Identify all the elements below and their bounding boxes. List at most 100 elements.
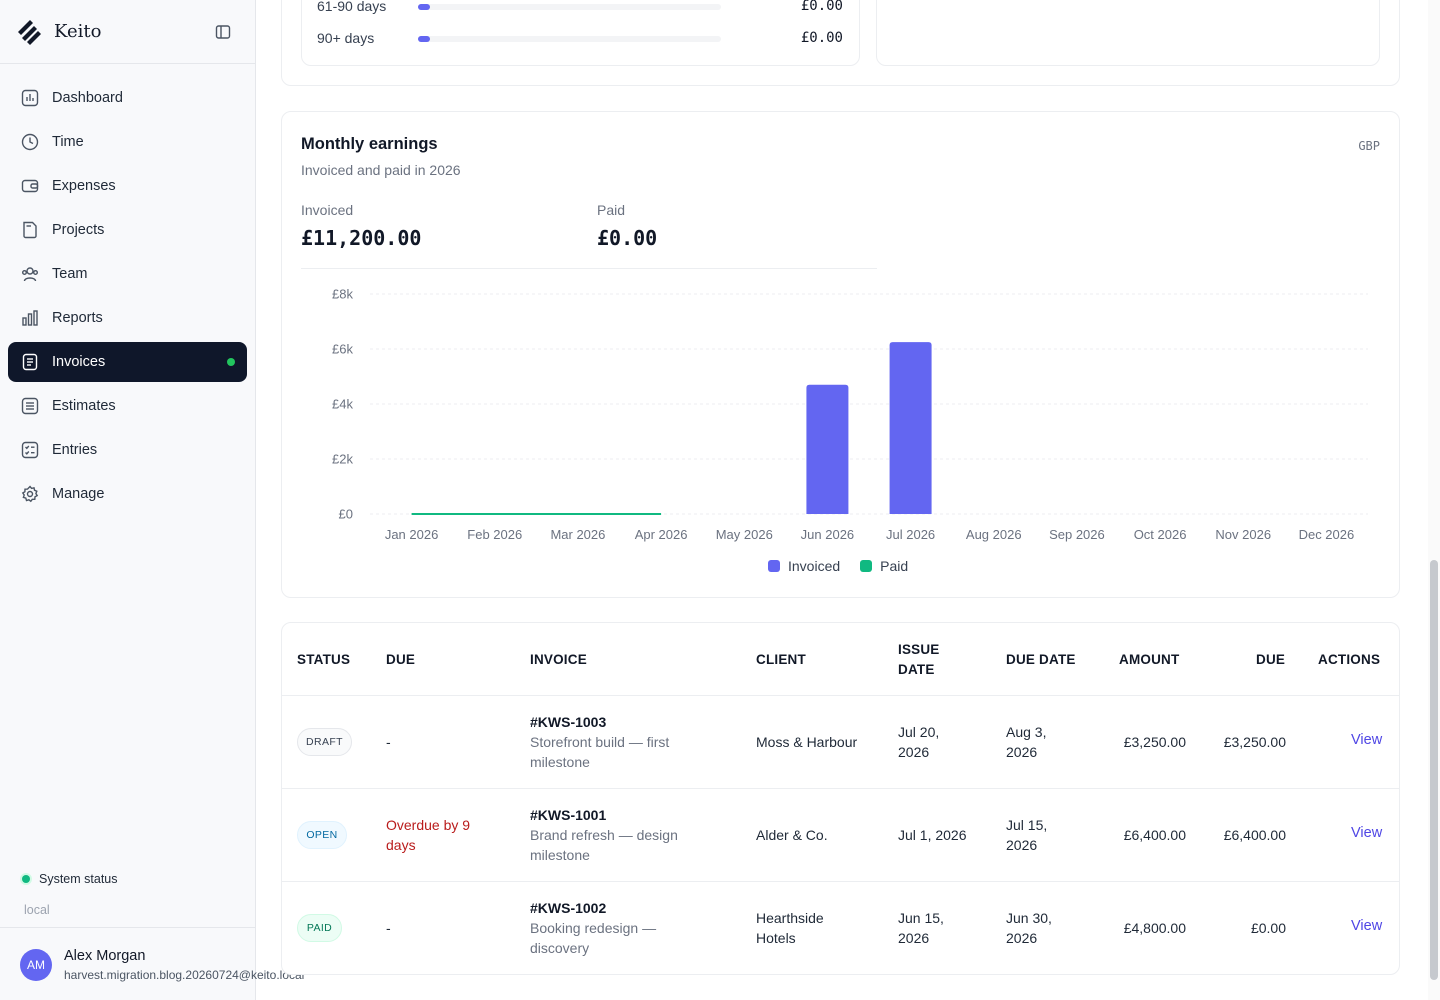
issue-date-cell: Jun 15, 2026 [898,908,944,948]
invoice-cell[interactable]: #KWS-1003 Storefront build — first miles… [530,712,669,772]
date-line: 2026 [1006,837,1038,853]
card-subtitle: Invoiced and paid in 2026 [301,162,461,178]
aging-label: 61-90 days [317,0,387,14]
currency-label: GBP [1358,139,1380,153]
invoice-cell[interactable]: #KWS-1002 Booking redesign — discovery [530,898,656,958]
sidebar-item-label: Manage [52,486,105,502]
sidebar-item-team[interactable]: Team [8,254,247,294]
issue-date-cell: Jul 20, 2026 [898,722,939,762]
avatar: AM [20,949,52,981]
sidebar-item-time[interactable]: Time [8,122,247,162]
scrollbar-thumb[interactable] [1430,560,1438,980]
y-tick-label: £8k [332,287,353,302]
amount-due-cell: £3,250.00 [1223,734,1286,750]
active-indicator-dot [227,358,235,366]
due-date-cell: Jun 30, 2026 [1006,908,1052,948]
column-header-issue-date[interactable]: ISSUE DATE [898,640,940,680]
system-status[interactable]: System status [22,872,118,886]
status-badge: PAID [297,914,342,942]
invoice-number: #KWS-1001 [530,807,607,823]
date-line: Jul 20, [898,724,940,740]
row-divider [281,881,1400,882]
column-header-due-date[interactable]: DUE DATE [1006,652,1076,667]
view-invoice-link[interactable]: View [1351,825,1383,841]
chart-grid [370,293,1368,515]
invoice-description: Booking redesign — [530,920,657,936]
invoice-cell[interactable]: #KWS-1001 Brand refresh — design milesto… [530,805,678,865]
x-axis-ticks: Jan 2026 Feb 2026 Mar 2026 Apr 2026 May 2026… [385,527,1354,542]
list-icon [20,396,40,416]
invoice-description: Brand refresh — design [530,827,678,843]
aging-label: 90+ days [317,30,375,46]
invoice-description: discovery [530,940,590,956]
sidebar-item-manage[interactable]: Manage [8,474,247,514]
sidebar-item-label: Dashboard [52,90,123,106]
sidebar-item-reports[interactable]: Reports [8,298,247,338]
aging-bar-fill [418,4,430,10]
sidebar-item-entries[interactable]: Entries [8,430,247,470]
user-profile[interactable]: AM Alex Morgan harvest.migration.blog.20… [0,927,304,1000]
x-tick-label: Dec 2026 [1299,527,1355,542]
team-icon [20,264,40,284]
sidebar-item-estimates[interactable]: Estimates [8,386,247,426]
client-cell: Alder & Co. [756,827,828,843]
client-cell: Moss & Harbour [756,734,858,750]
overdue-line: Overdue by 9 [386,817,471,833]
aging-bar [418,36,721,42]
header-line: DATE [898,662,935,677]
invoice-icon [20,352,40,372]
status-dot [22,875,30,883]
page-scrollbar[interactable] [1428,0,1440,1000]
header-line: ISSUE [898,642,940,657]
x-tick-label: Aug 2026 [966,527,1022,542]
legend-paid: Paid [880,558,909,574]
clock-icon [20,132,40,152]
overdue-line: days [386,837,416,853]
row-divider [281,695,1400,696]
column-header-invoice[interactable]: INVOICE [530,652,587,667]
keito-logo-icon [18,19,41,45]
invoice-description: milestone [530,847,590,863]
chart-bars [806,342,932,514]
column-header-client[interactable]: CLIENT [756,652,806,667]
sidebar-item-expenses[interactable]: Expenses [8,166,247,206]
bar-invoiced[interactable] [806,384,849,514]
column-header-amount[interactable]: AMOUNT [1119,652,1180,667]
environment-label: local [24,903,50,917]
view-invoice-link[interactable]: View [1351,918,1383,934]
sidebar-toggle-button[interactable] [213,22,233,42]
sidebar-item-dashboard[interactable]: Dashboard [8,78,247,118]
due-cell: - [386,734,391,750]
x-tick-label: May 2026 [716,527,773,542]
date-line: Aug 3, [1006,724,1047,740]
user-email: harvest.migration.blog.20260724@keito.lo… [64,968,305,982]
y-tick-label: £0 [339,507,353,522]
sidebar-item-label: Time [52,134,84,150]
sidebar-item-label: Projects [52,222,105,238]
sidebar-item-label: Reports [52,310,103,326]
column-header-status[interactable]: STATUS [297,652,351,667]
date-line: Jun 15, [898,910,944,926]
aging-amount: £0.00 [800,0,843,14]
sidebar-item-label: Team [52,266,88,282]
amount-cell: £6,400.00 [1123,827,1186,843]
column-header-amount-due[interactable]: DUE [1256,652,1286,667]
row-divider [281,788,1400,789]
checklist-icon [20,440,40,460]
x-tick-label: Jul 2026 [886,527,935,542]
sidebar-item-projects[interactable]: Projects [8,210,247,250]
x-tick-label: Oct 2026 [1134,527,1187,542]
amount-due-cell: £6,400.00 [1223,827,1286,843]
date-line: Jun 30, [1006,910,1052,926]
bar-invoiced[interactable] [889,342,932,514]
status-badge: DRAFT [297,728,352,756]
sidebar-item-invoices[interactable]: Invoices [8,342,247,382]
column-header-due[interactable]: DUE [386,652,416,667]
view-invoice-link[interactable]: View [1351,732,1383,748]
sidebar: Keito Dashboard Time Expenses [0,0,304,1000]
sidebar-panel-icon [215,25,231,39]
due-cell: - [386,920,391,936]
invoice-description: milestone [530,754,590,770]
client-cell: Hearthside Hotels [756,908,824,948]
gear-icon [20,484,40,504]
